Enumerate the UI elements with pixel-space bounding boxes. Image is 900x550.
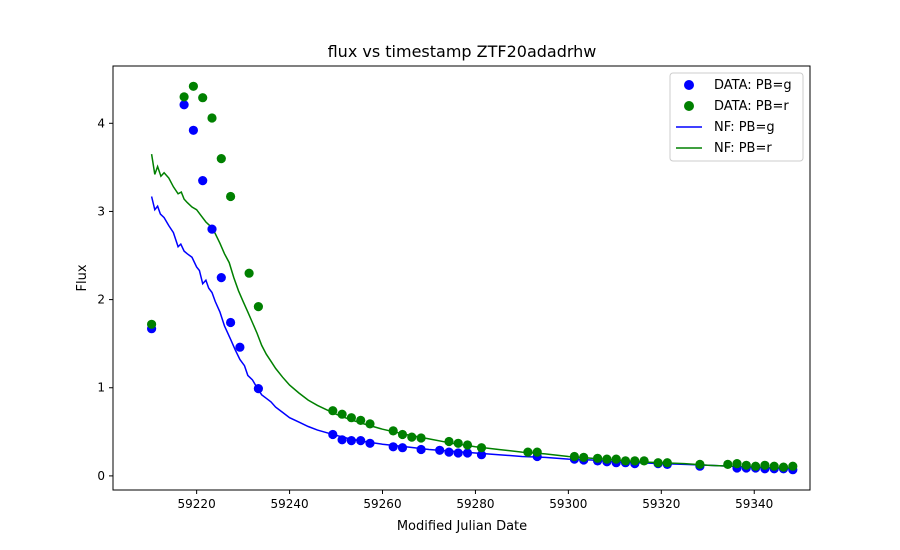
x-axis-label: Modified Julian Date	[397, 519, 527, 534]
data-point	[346, 436, 356, 446]
x-tick-label: 59320	[642, 497, 680, 511]
x-axis: 59220 59240 59260 59280 59300 59320 59340	[178, 490, 773, 511]
y-axis-label: Flux	[75, 264, 90, 291]
y-tick-label: 3	[97, 204, 105, 218]
x-tick-label: 59220	[178, 497, 216, 511]
data-point	[356, 415, 366, 425]
data-point	[462, 448, 473, 458]
data-point	[179, 92, 189, 102]
data-point	[760, 460, 770, 470]
data-point	[337, 409, 347, 419]
data-point	[397, 429, 408, 440]
data-point	[630, 456, 640, 466]
legend-label-data-r: DATA: PB=r	[714, 99, 789, 114]
data-point	[476, 450, 487, 460]
legend-label-nf-g: NF: PB=g	[714, 120, 775, 135]
data-point	[453, 448, 463, 458]
data-point	[444, 436, 454, 447]
data-point	[356, 436, 366, 446]
data-point	[732, 459, 742, 469]
data-point	[751, 461, 761, 471]
data-point	[476, 443, 487, 453]
data-point	[435, 445, 445, 455]
data-point	[620, 456, 631, 466]
y-tick-label: 2	[97, 293, 105, 307]
data-point	[388, 426, 398, 436]
legend-box	[669, 72, 804, 162]
data-point	[365, 419, 375, 429]
data-point	[346, 413, 356, 423]
data-point	[444, 447, 454, 457]
data-point	[388, 442, 398, 452]
data-point	[147, 319, 157, 329]
data-point	[579, 452, 589, 462]
data-point	[593, 453, 603, 463]
data-point	[695, 459, 705, 469]
x-tick-label: 59240	[270, 497, 308, 511]
data-point	[216, 154, 226, 164]
data-point	[662, 458, 672, 468]
data-point	[569, 451, 580, 462]
data-point	[653, 458, 663, 468]
data-point	[365, 438, 375, 448]
x-tick-label: 59260	[363, 497, 401, 511]
legend-label-data-g: DATA: PB=g	[714, 78, 792, 93]
data-point	[216, 273, 226, 283]
legend: DATA: PB=g DATA: PB=r NF: PB=g NF: PB=r	[669, 72, 804, 162]
data-point	[226, 191, 236, 202]
data-point	[188, 125, 198, 135]
data-point	[602, 454, 612, 464]
data-point	[198, 176, 208, 186]
data-point	[253, 384, 263, 394]
legend-marker-data-r	[684, 101, 694, 111]
plot-frame	[112, 65, 811, 491]
data-point	[769, 461, 779, 471]
y-axis: 0 1 2 3 4	[97, 116, 113, 483]
data-point	[226, 317, 236, 328]
data-point	[532, 447, 542, 457]
data-point	[337, 435, 347, 445]
data-point	[462, 440, 473, 450]
legend-label-nf-r: NF: PB=r	[714, 141, 772, 156]
data-point	[723, 459, 733, 469]
data-point	[453, 438, 463, 448]
data-point	[188, 81, 198, 91]
data-point	[198, 93, 208, 103]
data-point	[788, 461, 798, 471]
data-point	[244, 268, 254, 278]
data-point	[416, 444, 426, 455]
data-point	[639, 456, 649, 466]
data-point	[207, 224, 217, 234]
plot-area	[112, 65, 811, 491]
data-point	[416, 433, 426, 443]
data-point	[611, 454, 621, 464]
data-point	[235, 342, 245, 352]
data-point	[328, 429, 338, 440]
x-tick-label: 59280	[456, 497, 494, 511]
data-point	[407, 432, 417, 442]
y-tick-label: 0	[97, 469, 105, 483]
y-tick-label: 1	[97, 381, 105, 395]
data-point	[523, 447, 533, 457]
chart-title: flux vs timestamp ZTF20adadrhw	[328, 42, 597, 61]
series-layer	[147, 81, 798, 475]
data-point	[778, 462, 789, 472]
y-tick-label: 4	[97, 116, 105, 130]
x-tick-label: 59340	[735, 497, 773, 511]
data-point	[397, 443, 408, 453]
data-point	[179, 100, 189, 110]
data-point	[741, 460, 751, 470]
data-point	[253, 302, 263, 312]
legend-marker-data-g	[684, 80, 694, 90]
x-tick-label: 59300	[549, 497, 587, 511]
data-point	[328, 406, 338, 416]
data-point	[207, 113, 217, 123]
